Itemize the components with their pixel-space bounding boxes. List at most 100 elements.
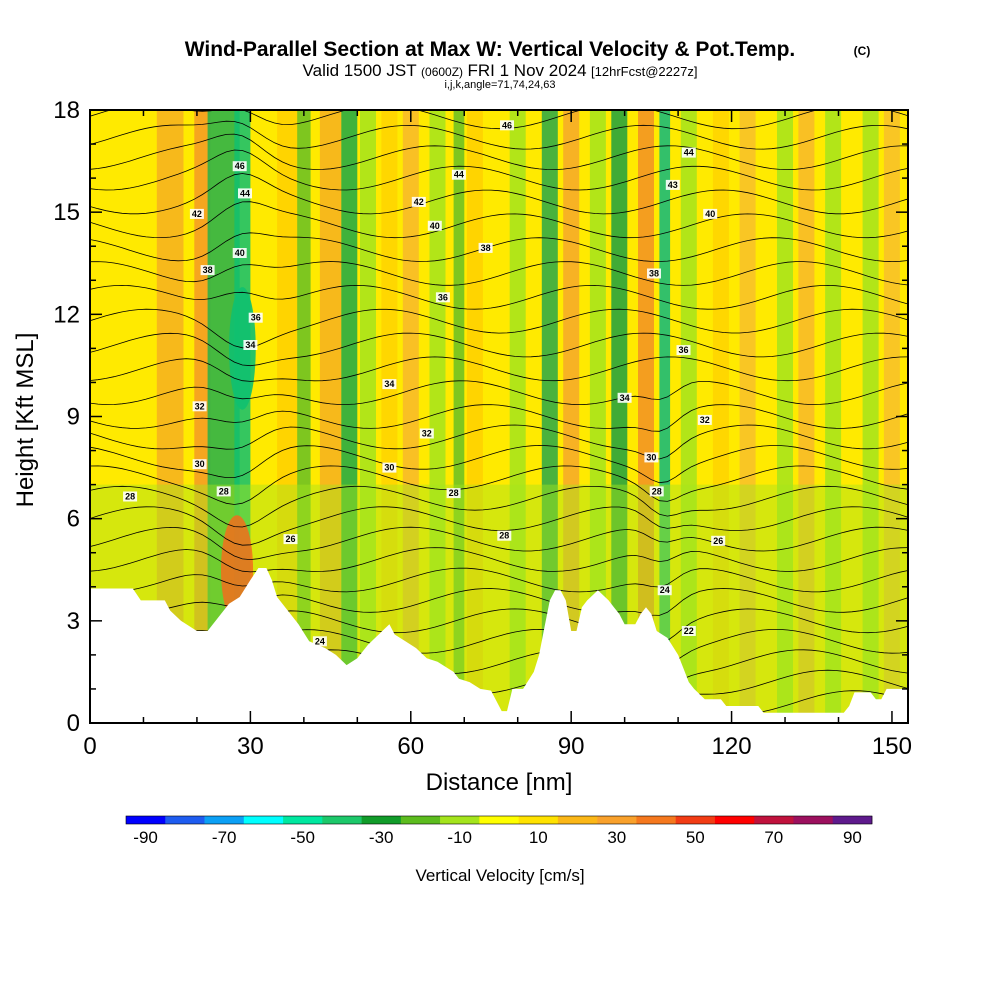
chart-title: Wind-Parallel Section at Max W: Vertical…	[185, 38, 796, 61]
x-tick-label: 120	[712, 733, 752, 760]
field-stripe	[402, 110, 419, 723]
contour-label: 34	[617, 392, 632, 403]
contour-label: 40	[427, 220, 442, 231]
theta-contour-line	[90, 547, 908, 573]
colorbar-swatch	[557, 816, 598, 824]
colorbar: -90 -70 -50 -30 -10 10 30 50 70 90	[125, 815, 873, 847]
x-tick-label: 30	[237, 733, 264, 760]
contour-label: 32	[419, 428, 434, 439]
contour-label-text: 44	[454, 170, 464, 180]
contour-label-text: 28	[499, 531, 509, 541]
y-tick-label: 3	[67, 608, 80, 635]
contour-label-text: 34	[620, 393, 630, 403]
contour-label: 24	[312, 636, 327, 647]
colorbar-swatch	[793, 816, 834, 824]
field-stripe	[194, 110, 211, 723]
contour-label-text: 24	[660, 585, 670, 595]
contour-label: 43	[665, 179, 680, 190]
contour-label: 28	[123, 491, 138, 502]
contour-label: 30	[644, 452, 659, 463]
theta-contour-line	[90, 149, 908, 191]
contour-label-text: 22	[684, 626, 694, 636]
colorbar-tick-label: -90	[133, 828, 158, 847]
subtitle-valid: Valid 1500 JST	[303, 61, 417, 80]
theta-contour-line	[90, 120, 908, 150]
contour-label-text: 46	[502, 120, 512, 130]
contour-label-text: 30	[195, 459, 205, 469]
theta-contour-line	[90, 356, 908, 382]
colorbar-swatch	[126, 816, 166, 824]
field-stripe	[466, 110, 483, 723]
field-stripe	[659, 110, 671, 723]
theta-contour-line	[90, 567, 908, 593]
contour-label: 32	[697, 414, 712, 425]
colorbar-tick-label: 50	[686, 828, 705, 847]
colorbar-swatch	[322, 816, 362, 824]
colorbar-tick-label: -70	[212, 828, 237, 847]
contour-label: 38	[647, 268, 661, 279]
colorbar-swatch	[479, 816, 519, 824]
contour-label: 30	[382, 462, 397, 473]
theta-contour-line	[90, 284, 908, 310]
contour-label-text: 30	[384, 463, 394, 473]
theta-contour-line	[90, 424, 908, 460]
y-tick-label: 12	[53, 301, 80, 328]
subtitle-date: FRI 1 Nov 2024	[468, 61, 587, 80]
contour-label: 28	[446, 488, 461, 499]
contour-label: 34	[243, 340, 258, 350]
contour-label-text: 46	[235, 161, 245, 171]
theta-contour-line	[90, 380, 908, 406]
colorbar-swatch	[361, 816, 402, 824]
contour-label-text: 42	[414, 197, 424, 207]
x-axis-title: Distance [nm]	[426, 769, 573, 796]
x-tick-label: 150	[872, 733, 912, 760]
y-tick-label: 6	[67, 506, 80, 533]
colorbar-tick-label: -30	[369, 828, 394, 847]
contour-label-text: 40	[430, 221, 440, 231]
colorbar-tick-label: 10	[529, 828, 548, 847]
title-mark: (C)	[854, 44, 871, 58]
theta-contour-line	[90, 173, 908, 215]
y-tick-label: 15	[53, 199, 80, 226]
contour-label: 46	[500, 120, 514, 131]
theta-contour-line	[90, 110, 908, 130]
contour-label: 26	[283, 534, 298, 545]
colorbar-tick-label: -50	[290, 828, 315, 847]
contour-label-text: 44	[240, 188, 250, 198]
contour-label: 30	[192, 459, 207, 470]
contour-label-text: 38	[649, 269, 659, 279]
colorbar-swatch	[714, 816, 755, 824]
subtitle-line: Valid 1500 JST (0600Z) FRI 1 Nov 2024 [1…	[303, 61, 698, 80]
contour-label-text: 26	[285, 534, 295, 544]
contour-label-text: 40	[235, 248, 245, 258]
colorbar-swatch	[204, 816, 245, 824]
theta-contour-line	[90, 485, 908, 528]
colorbar-swatch	[675, 816, 716, 824]
colorbar-swatch	[440, 816, 480, 824]
field-stripe	[638, 110, 654, 723]
field-stripe	[589, 110, 606, 723]
theta-contour-line	[90, 404, 908, 432]
contour-label: 36	[248, 312, 263, 323]
y-axis-title: Height [Kft MSL]	[12, 333, 39, 508]
contour-label: 36	[435, 292, 450, 303]
theta-contour-line	[90, 261, 908, 286]
field-stripe	[381, 110, 398, 723]
contour-label-text: 32	[422, 429, 432, 439]
contour-label: 28	[216, 486, 231, 497]
contour-label-text: 24	[315, 636, 325, 646]
contour-label: 40	[703, 208, 718, 219]
theta-contour-line	[90, 588, 908, 616]
theta-contour-line	[90, 332, 908, 367]
contour-label: 36	[676, 345, 691, 356]
contour-label: 24	[657, 585, 672, 596]
contour-label-text: 34	[384, 379, 394, 389]
contour-label: 22	[681, 626, 696, 636]
contour-label: 38	[478, 242, 493, 253]
field-stripe	[883, 110, 900, 723]
theta-contour-line	[90, 308, 908, 349]
colorbar-tick-label: -10	[447, 828, 472, 847]
potential-temperature-contours	[90, 110, 908, 723]
colorbar-swatch	[754, 816, 794, 824]
